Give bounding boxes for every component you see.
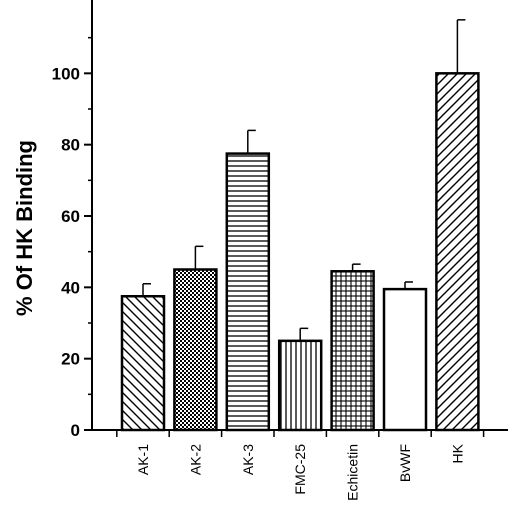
category-label: FMC-25 (292, 444, 308, 495)
category-label: BvWF (397, 444, 413, 482)
y-axis: 0 20 40 60 80 100 (52, 0, 93, 440)
y-tick-label: 40 (61, 278, 80, 297)
category-label: AK-1 (135, 444, 151, 475)
bar-bvwf (382, 287, 428, 432)
category-label: HK (449, 443, 465, 463)
error-bars (142, 19, 466, 341)
y-tick-label: 0 (71, 421, 80, 440)
y-tick-label: 20 (61, 350, 80, 369)
y-axis-title: % Of HK Binding (12, 140, 37, 316)
category-label: Echicetin (345, 444, 361, 501)
y-tick-label: 60 (61, 207, 80, 226)
bar-echicetin (330, 270, 375, 432)
y-tick-label: 100 (52, 64, 80, 83)
category-label: AK-2 (187, 444, 203, 475)
category-labels: AK-1 AK-2 AK-3 FMC-25 Echicetin BvWF HK (135, 443, 465, 500)
bar-ak-2 (173, 268, 218, 432)
bar-fmc-25 (277, 339, 323, 432)
bar-hk (435, 72, 480, 432)
bar-ak-1 (120, 295, 166, 432)
category-label: AK-3 (240, 444, 256, 475)
bars (120, 72, 480, 432)
y-tick-label: 80 (61, 136, 80, 155)
bar-ak-3 (225, 152, 271, 432)
